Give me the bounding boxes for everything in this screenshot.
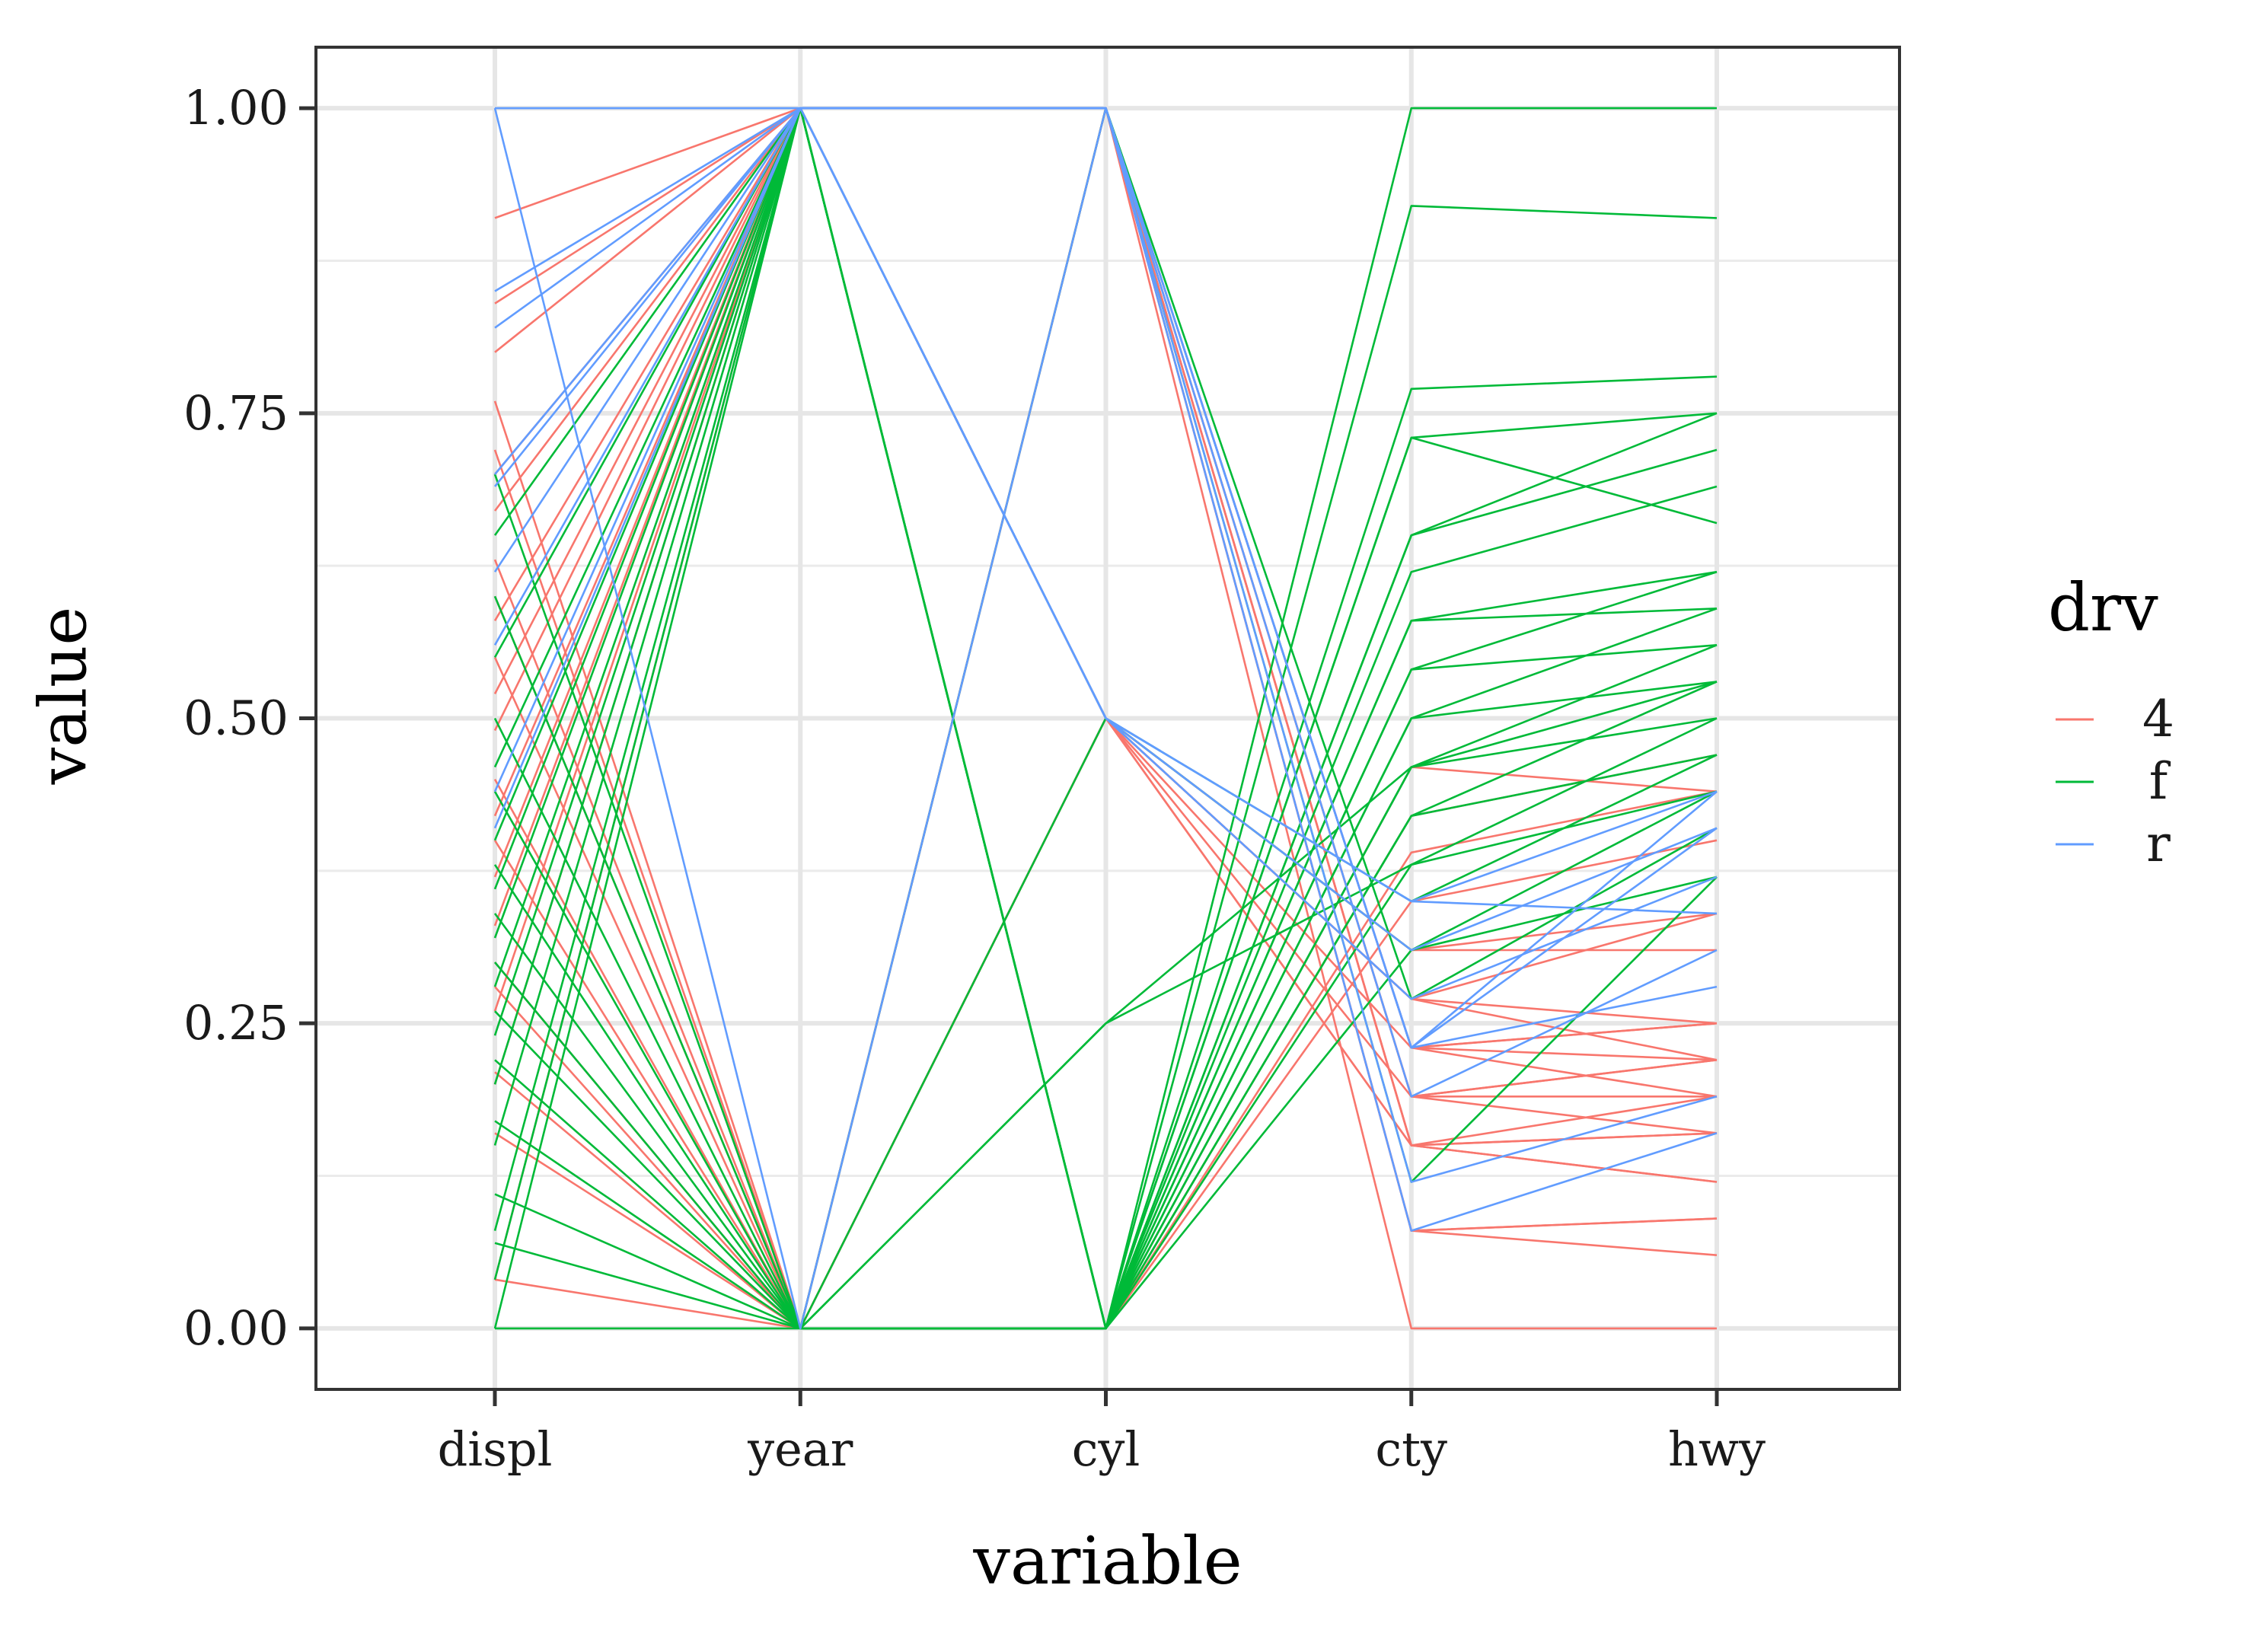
legend: drv 4fr — [2048, 570, 2174, 873]
series-line-r — [493, 107, 1718, 1049]
axes: 0.00 0.25 0.50 0.75 1.00 displ year cyl cty hwy — [183, 80, 1766, 1477]
series-line-f — [493, 595, 1718, 1330]
y-tick-label: 0.50 — [183, 691, 289, 746]
legend-title: drv — [2048, 570, 2158, 646]
data-lines — [493, 107, 1718, 1330]
x-tick-label: hwy — [1668, 1421, 1766, 1477]
y-axis-title: value — [26, 607, 102, 786]
x-tick-label: cyl — [1072, 1421, 1140, 1477]
legend-label-f: f — [2149, 752, 2171, 811]
x-tick-label: year — [747, 1421, 853, 1477]
x-axis-title: variable — [972, 1523, 1242, 1600]
series-line-f — [493, 107, 1718, 1330]
y-tick-label: 1.00 — [183, 80, 289, 136]
y-tick-label: 0.00 — [183, 1300, 289, 1356]
x-tick-label: cty — [1375, 1421, 1447, 1477]
legend-label-r: r — [2146, 815, 2171, 873]
y-tick-label: 0.75 — [183, 385, 289, 441]
legend-label-4: 4 — [2142, 690, 2174, 748]
series-line-r — [493, 107, 1718, 915]
x-tick-label: displ — [438, 1421, 553, 1477]
y-tick-label: 0.25 — [183, 995, 289, 1051]
